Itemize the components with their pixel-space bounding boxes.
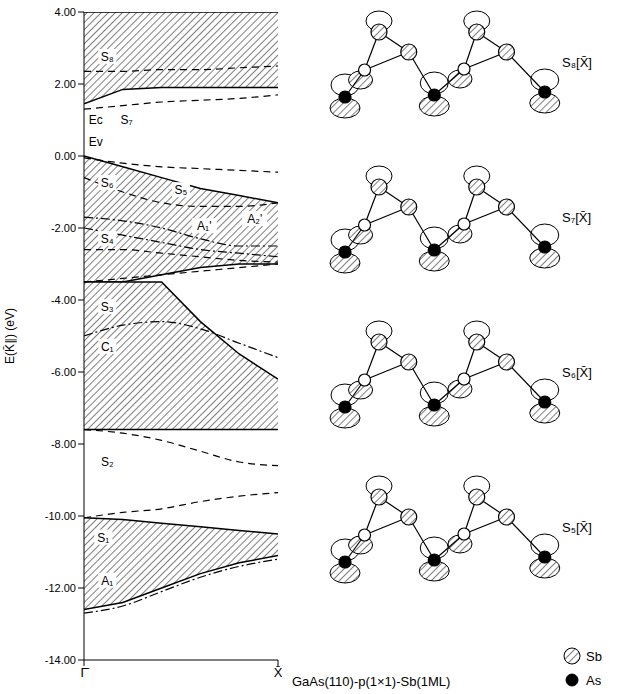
svg-text:-14.00: -14.00 <box>45 654 76 666</box>
svg-text:S₅: S₅ <box>175 183 188 197</box>
svg-text:Sb: Sb <box>586 649 602 664</box>
svg-text:-10.00: -10.00 <box>45 510 76 522</box>
svg-text:-12.00: -12.00 <box>45 582 76 594</box>
svg-text:S₃: S₃ <box>101 300 114 314</box>
svg-text:0.00: 0.00 <box>55 150 76 162</box>
svg-text:4.00: 4.00 <box>55 6 76 18</box>
svg-text:2.00: 2.00 <box>55 78 76 90</box>
svg-text:-8.00: -8.00 <box>51 438 76 450</box>
svg-text:X̄: X̄ <box>274 665 283 680</box>
svg-text:S₅[X̄]: S₅[X̄] <box>562 520 592 535</box>
svg-text:As: As <box>586 673 602 688</box>
svg-text:A₁': A₁' <box>197 219 211 233</box>
svg-text:-4.00: -4.00 <box>51 294 76 306</box>
svg-text:S₇[X̄]: S₇[X̄] <box>562 210 591 225</box>
svg-text:A₂': A₂' <box>247 212 262 226</box>
svg-text:-2.00: -2.00 <box>51 222 76 234</box>
svg-text:S₂: S₂ <box>101 455 114 469</box>
svg-text:S₈[X̄]: S₈[X̄] <box>562 55 592 70</box>
svg-text:S₇: S₇ <box>121 113 133 127</box>
svg-text:GaAs(110)-p(1×1)-Sb(1ML): GaAs(110)-p(1×1)-Sb(1ML) <box>292 674 450 689</box>
svg-text:S₆[X̄]: S₆[X̄] <box>562 365 592 380</box>
svg-text:C₁: C₁ <box>101 340 114 354</box>
svg-text:Ev: Ev <box>89 135 103 149</box>
svg-text:S₈: S₈ <box>101 50 114 64</box>
svg-text:S₆: S₆ <box>101 176 114 190</box>
svg-text:S₄: S₄ <box>101 232 114 246</box>
svg-text:S₁: S₁ <box>97 531 109 545</box>
svg-text:Γ̄: Γ̄ <box>80 665 89 680</box>
svg-text:Ec: Ec <box>89 113 103 127</box>
svg-text:E(K̄∥) (eV): E(K̄∥) (eV) <box>3 308 17 364</box>
svg-text:A₁: A₁ <box>101 574 113 588</box>
svg-text:-6.00: -6.00 <box>51 366 76 378</box>
